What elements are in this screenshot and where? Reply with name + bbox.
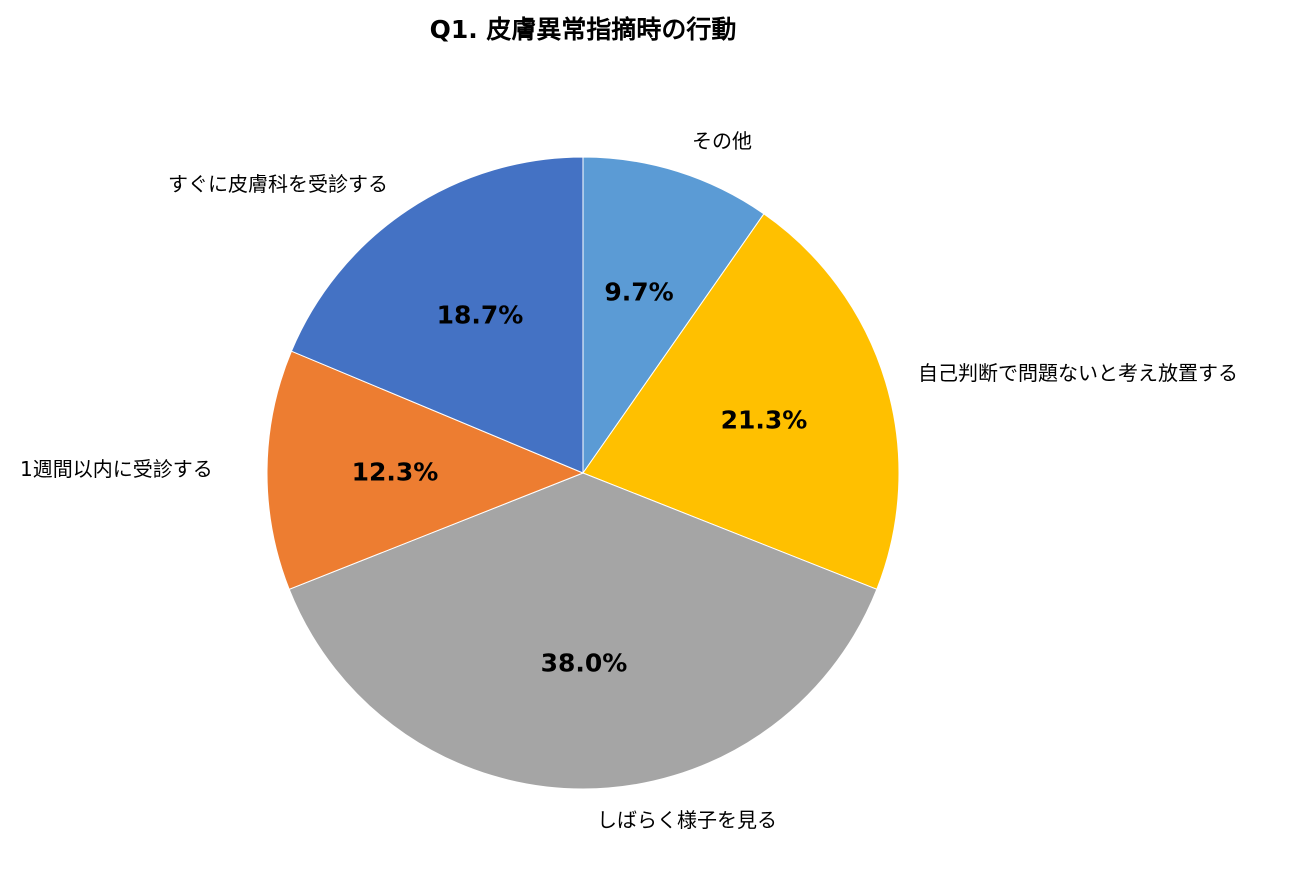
pie-slice	[290, 156, 584, 474]
chart-title: Q1. 皮膚異常指摘時の行動	[430, 15, 737, 44]
pie-slice	[288, 472, 878, 790]
slice-category-label: しばらく様子を見る	[597, 808, 777, 832]
slice-percent-label: 9.7%	[604, 278, 673, 307]
slice-category-label: すぐに皮膚科を受診する	[168, 172, 388, 196]
pie-slice	[266, 350, 585, 590]
slice-category-label: 1週間以内に受診する	[20, 457, 213, 481]
slice-percent-label: 12.3%	[352, 458, 439, 487]
pie-slice	[582, 213, 900, 590]
slice-percent-label: 21.3%	[721, 406, 808, 435]
slice-category-label: 自己判断で問題ないと考え放置する	[918, 361, 1238, 385]
slice-percent-label: 18.7%	[437, 301, 524, 330]
pie-slice	[582, 156, 765, 475]
slice-percent-label: 38.0%	[541, 649, 628, 678]
slice-category-label: その他	[692, 129, 752, 153]
percent-labels: 9.7% 21.3% 38.0% 12.3% 18.7%	[352, 278, 808, 678]
pie-slices	[266, 156, 900, 790]
